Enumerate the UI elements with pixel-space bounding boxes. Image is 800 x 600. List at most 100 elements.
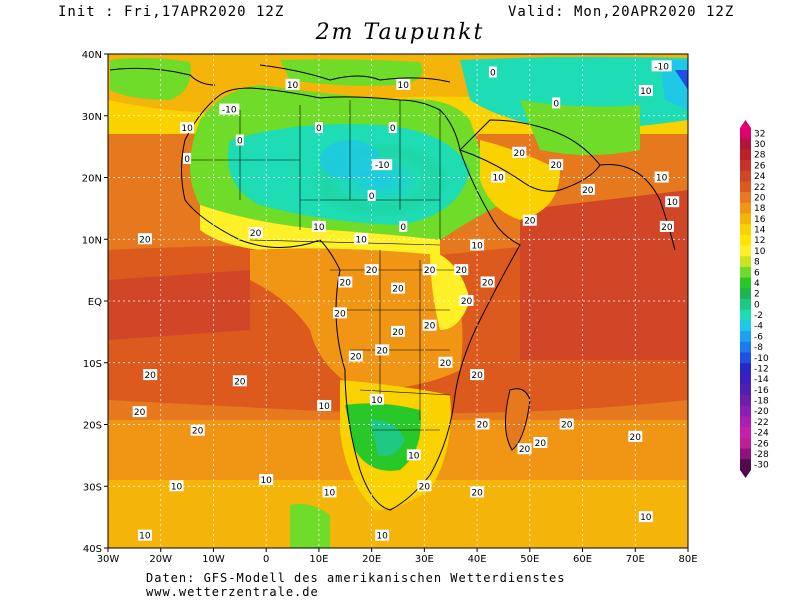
contour-label-text: 0 xyxy=(369,192,375,202)
contour-label-text: 20 xyxy=(582,186,594,196)
colorbar-label: 26 xyxy=(754,161,766,171)
contour-label: 10 xyxy=(285,78,300,91)
y-tick-label: EQ xyxy=(88,297,102,308)
colorbar-label: -24 xyxy=(754,429,769,439)
contour-label-text: 20 xyxy=(234,377,246,387)
contour-label: 0 xyxy=(235,134,244,146)
contour-label: 20 xyxy=(422,264,437,276)
contour-label-bg xyxy=(180,122,195,134)
contour-label-text: 10 xyxy=(318,402,330,412)
x-tick-label: 20E xyxy=(362,554,381,565)
colorbar-swatch xyxy=(740,363,751,375)
contour-label-bg xyxy=(314,122,323,134)
colorbar-swatch xyxy=(740,245,751,257)
contour-label-text: 10 xyxy=(355,235,367,245)
contour-label-text: 20 xyxy=(661,223,673,233)
contour-label-bg xyxy=(454,264,469,276)
contour-label: 20 xyxy=(391,325,405,338)
contour-label-bg xyxy=(638,511,653,523)
colorbar-swatch xyxy=(740,352,751,364)
colorbar-swatch xyxy=(740,384,751,396)
contour-label: 20 xyxy=(364,264,379,276)
contour-label-bg xyxy=(638,85,653,97)
contour-label: 10 xyxy=(137,529,152,542)
contour-label-text: 20 xyxy=(630,433,642,443)
colorbar-label: 2 xyxy=(754,290,760,300)
colorbar-swatch xyxy=(740,181,751,193)
contour-label-text: 20 xyxy=(440,359,452,369)
contour-label-text: 20 xyxy=(392,328,404,338)
contour-label-text: 0 xyxy=(184,155,190,165)
contour-label: 20 xyxy=(417,480,432,492)
contour-label-text: -10 xyxy=(375,161,390,171)
colorbar-swatch xyxy=(740,320,751,332)
contour-label-bg xyxy=(232,375,247,387)
contour-label-text: 20 xyxy=(424,322,436,332)
colorbar-label: 6 xyxy=(754,268,760,278)
contour-label-text: 20 xyxy=(340,278,352,288)
colorbar-swatch xyxy=(740,427,751,439)
contour-label: 10 xyxy=(354,233,369,245)
contour-label-bg xyxy=(488,66,497,78)
colorbar-swatch xyxy=(740,405,751,418)
colorbar-swatch xyxy=(740,299,751,311)
contour-label-bg xyxy=(491,171,506,183)
colorbar-swatch xyxy=(740,128,751,140)
colorbar-label: 8 xyxy=(754,258,760,268)
y-tick-label: 30S xyxy=(83,482,102,493)
coastlines xyxy=(109,64,676,511)
contour-label-bg xyxy=(354,233,369,245)
contour-label-text: 20 xyxy=(514,149,526,159)
x-tick-label: 10W xyxy=(202,554,225,565)
contour-label-bg xyxy=(628,430,643,442)
contour-label: 10 xyxy=(470,239,485,251)
y-tick-label: 40N xyxy=(82,50,102,61)
contour-label: 10 xyxy=(169,480,184,492)
contour-label: 20 xyxy=(132,406,147,418)
contour-label: -10 xyxy=(372,159,393,171)
colorbar-label: -4 xyxy=(754,322,763,332)
contour-label-bg xyxy=(470,486,485,498)
colorbar-swatch xyxy=(740,373,751,385)
contour-label-bg xyxy=(388,122,397,134)
x-tick-label: 0 xyxy=(263,554,269,565)
contour-label-text: 20 xyxy=(392,285,404,295)
contour-label-bg xyxy=(512,146,527,158)
colorbar-label: -10 xyxy=(754,354,769,364)
contour-label-bg xyxy=(137,529,152,541)
x-tick-label: 10E xyxy=(309,554,328,565)
colorbar-label: -22 xyxy=(754,418,769,428)
map-field xyxy=(108,54,688,548)
colorbar-swatch xyxy=(740,448,751,460)
contour-label: 10 xyxy=(406,449,421,461)
colorbar-swatch xyxy=(740,331,751,343)
colorbar-label: -26 xyxy=(754,439,769,449)
contour-label-bg xyxy=(333,307,347,319)
colorbar-label: 0 xyxy=(754,300,760,310)
x-tick-label: 70E xyxy=(626,554,645,565)
contour-label-bg xyxy=(285,78,300,90)
contour-label: 10 xyxy=(396,78,411,91)
contour-label-bg xyxy=(559,418,574,430)
colorbar-swatch xyxy=(740,266,751,279)
contour-label: 20 xyxy=(190,424,205,437)
colorbar-label: 22 xyxy=(754,183,765,193)
contour-label-bg xyxy=(169,480,184,492)
contour-label: 10 xyxy=(311,220,326,233)
colorbar-swatch xyxy=(740,437,751,450)
longitude-axis: 30W 20W 10W 0 10E 20E 30E 40E 50E 60E 70E 80E xyxy=(97,548,698,565)
x-tick-label: 30W xyxy=(97,554,120,565)
contour-label: 0 xyxy=(314,122,323,134)
contour-label: 20 xyxy=(333,307,347,319)
colorbar-swatch xyxy=(740,341,751,353)
contour-label-text: 20 xyxy=(550,161,562,171)
contour-label-text: 20 xyxy=(139,235,151,245)
colorbar-swatch xyxy=(740,416,751,428)
contour-label: 20 xyxy=(628,430,643,443)
colorbar-label: 18 xyxy=(754,204,766,214)
contour-label: 10 xyxy=(665,196,680,208)
contour-label-text: 0 xyxy=(316,124,322,134)
contour-label-text: 10 xyxy=(666,198,678,208)
contour-label-text: 0 xyxy=(400,223,406,233)
contour-label-text: 10 xyxy=(656,174,668,184)
